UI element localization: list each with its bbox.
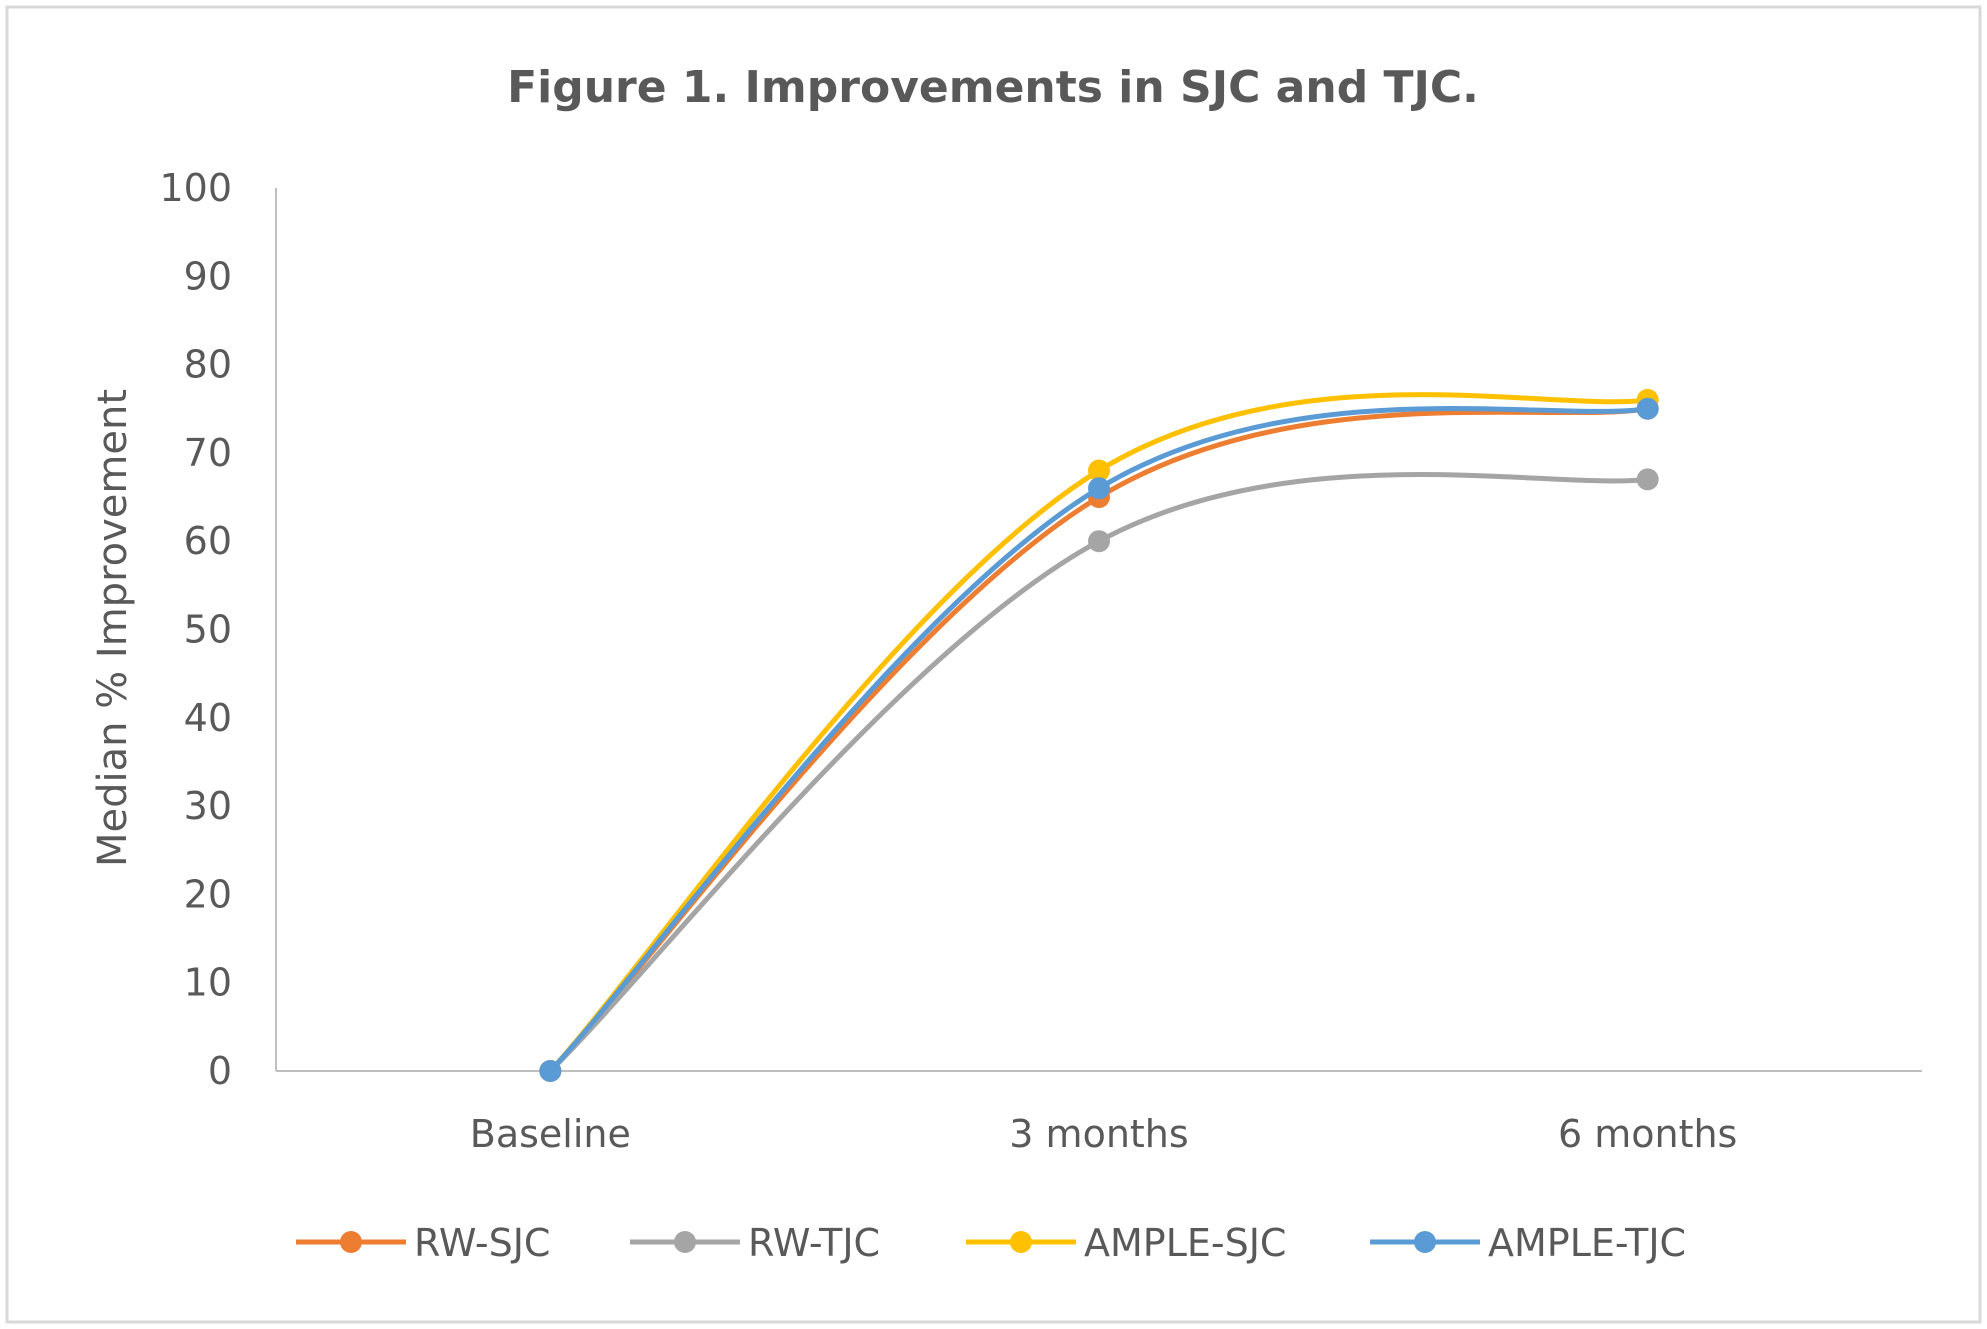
y-tick-label: 20 bbox=[184, 872, 232, 916]
legend-marker-icon bbox=[340, 1231, 362, 1253]
data-point bbox=[1088, 459, 1110, 482]
y-tick-label: 50 bbox=[184, 608, 232, 652]
series-ample-tjc bbox=[539, 397, 1659, 1082]
y-tick-label: 90 bbox=[184, 254, 232, 298]
y-tick-label: 80 bbox=[184, 343, 232, 387]
legend-label: RW-SJC bbox=[414, 1221, 550, 1265]
data-point bbox=[1088, 530, 1110, 553]
legend-label: RW-TJC bbox=[748, 1221, 880, 1265]
data-point bbox=[1636, 468, 1659, 491]
y-tick-label: 10 bbox=[184, 961, 232, 1005]
series-line bbox=[547, 406, 1651, 1074]
y-tick-label: 70 bbox=[184, 431, 232, 475]
y-tick-label: 30 bbox=[184, 784, 232, 828]
legend-item-ample-sjc: AMPLE-SJC bbox=[966, 1221, 1286, 1265]
data-point bbox=[1636, 397, 1659, 420]
legend-label: AMPLE-TJC bbox=[1488, 1221, 1686, 1265]
legend-label: AMPLE-SJC bbox=[1084, 1221, 1286, 1265]
x-tick-label: 6 months bbox=[1558, 1112, 1737, 1156]
chart-title: Figure 1. Improvements in SJC and TJC. bbox=[507, 62, 1479, 113]
y-tick-label: 60 bbox=[184, 519, 232, 563]
chart-border bbox=[5, 5, 1982, 1324]
data-point bbox=[539, 1060, 562, 1082]
legend-marker-icon bbox=[1010, 1231, 1032, 1253]
legend: RW-SJC RW-TJC AMPLE-SJC AMPLE-TJC bbox=[296, 1221, 1686, 1265]
legend-item-ample-tjc: AMPLE-TJC bbox=[1370, 1221, 1686, 1265]
x-tick-label: Baseline bbox=[470, 1112, 631, 1156]
y-axis-title: Median % Improvement bbox=[90, 389, 136, 867]
y-tick-label: 40 bbox=[184, 696, 232, 740]
x-tick-label: 3 months bbox=[1009, 1112, 1188, 1156]
legend-item-rw-tjc: RW-TJC bbox=[630, 1221, 880, 1265]
legend-marker-icon bbox=[674, 1231, 696, 1253]
series-line bbox=[547, 392, 1651, 1074]
series-line bbox=[547, 471, 1651, 1074]
legend-item-rw-sjc: RW-SJC bbox=[296, 1221, 550, 1265]
legend-marker-icon bbox=[1414, 1231, 1436, 1253]
y-tick-label: 0 bbox=[208, 1049, 232, 1093]
y-tick-label: 100 bbox=[159, 166, 232, 210]
data-point bbox=[1088, 477, 1110, 500]
